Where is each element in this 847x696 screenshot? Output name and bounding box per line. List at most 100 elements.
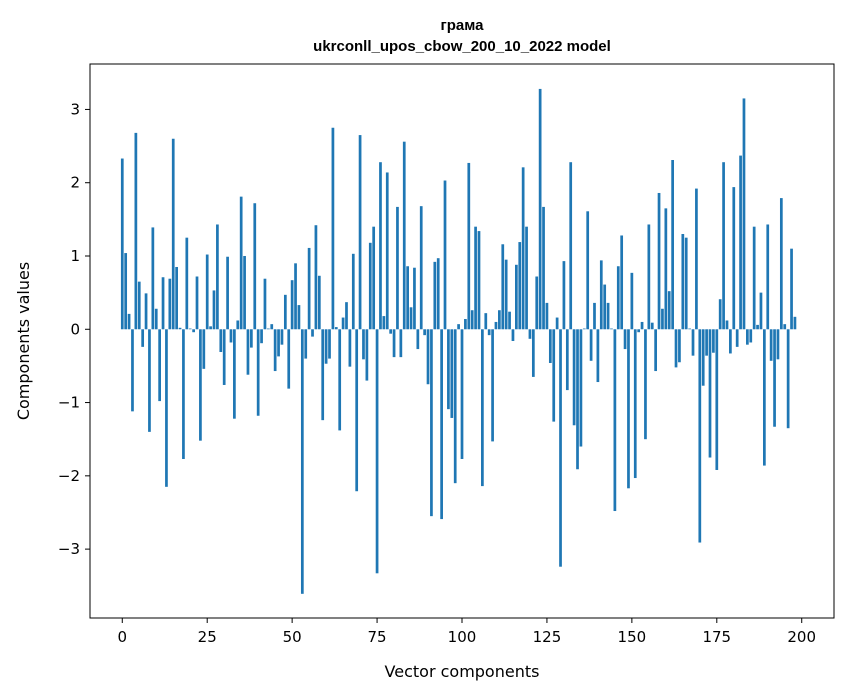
bar [589,329,593,361]
bar [368,242,372,330]
chart-subtitle: ukrconll_upos_cbow_200_10_2022 model [313,38,611,55]
bar [328,329,331,359]
bar [746,329,749,345]
bar [161,277,165,330]
bar [185,237,189,330]
x-tick-label: 25 [198,628,217,646]
bar [705,329,708,356]
bar [246,329,250,375]
y-axis-ticks: −3 −2 −1 0 1 2 3 [58,100,90,558]
bar [579,329,583,447]
bar [647,224,651,330]
bar [756,324,759,330]
x-axis-ticks: 0 25 50 75 100 125 150 175 200 [118,618,816,646]
bar [582,328,586,330]
bar [654,329,657,372]
x-tick-label: 200 [787,628,816,646]
bar [294,263,297,330]
bar [637,329,641,333]
bar [348,329,352,367]
bar [735,329,739,347]
bar [219,329,223,352]
bar [572,329,576,426]
bar [178,327,182,330]
bar [691,329,695,356]
bar [538,88,542,330]
bar [678,329,681,363]
bar [650,322,654,330]
bar [701,329,705,386]
bar [521,167,525,330]
bar [273,329,277,372]
y-tick-label: −3 [58,540,80,558]
bar [667,291,671,330]
bar [300,329,304,594]
chart-title: грама [441,17,485,34]
bar [151,227,155,330]
bar [664,208,668,330]
bar [311,329,314,337]
bar [695,188,698,330]
bar [552,329,556,422]
bar [389,329,393,334]
bar [633,329,637,479]
bar [212,290,216,330]
bar [338,329,342,431]
bar [253,203,257,330]
bar [599,260,603,330]
bar [127,313,131,330]
bar [168,278,172,330]
plot-frame [89,63,835,619]
bar [297,305,301,330]
bar [477,231,481,330]
bar [392,329,396,358]
bar [382,316,386,330]
bar [307,247,311,330]
bar [640,321,644,330]
bar [457,324,460,330]
bar [334,327,338,330]
bar [779,198,783,330]
bar [144,293,148,330]
bar [165,329,168,487]
bar [661,308,664,330]
x-tick-label: 125 [533,628,562,646]
x-tick-label: 50 [283,628,302,646]
bar [644,329,647,440]
bar [627,329,630,489]
bar [688,328,691,330]
x-tick-label: 0 [118,628,128,646]
bar [341,317,345,330]
bar [314,225,318,330]
bar [773,329,776,427]
bar [317,275,321,330]
x-tick-label: 75 [368,628,387,646]
bar [413,267,416,330]
bar [616,266,620,330]
bar [749,329,753,343]
bar [158,329,161,402]
bar [657,192,661,330]
bar [402,141,406,330]
bar [515,264,518,330]
bar [491,329,494,442]
bar [260,329,263,344]
bar [531,329,535,377]
bar [436,258,440,330]
bar [355,329,359,492]
bar [508,311,511,330]
bar [481,329,484,487]
bar [216,224,219,330]
bar [729,329,732,354]
bar [596,329,600,383]
bar [120,158,124,330]
bar [440,329,443,520]
bar [226,256,229,330]
bar [351,253,355,330]
bar-series [120,88,797,594]
bar [239,196,243,330]
bar [277,329,280,357]
bar [606,302,610,330]
bar [423,329,426,336]
